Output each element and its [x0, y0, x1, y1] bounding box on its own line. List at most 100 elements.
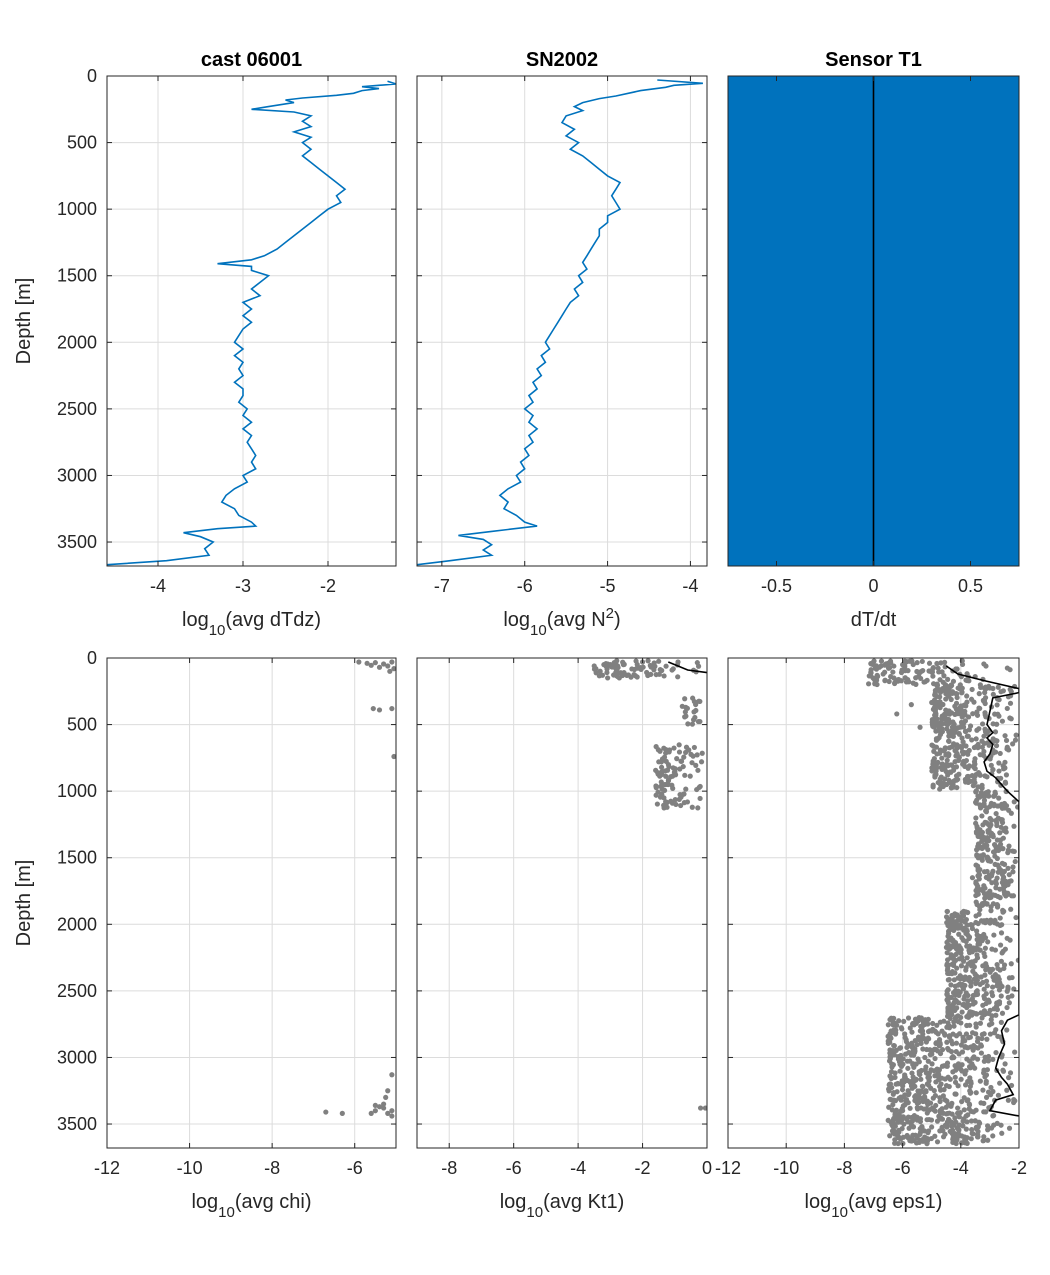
scatter-point [974, 977, 980, 983]
scatter-point [953, 920, 959, 926]
scatter-point [967, 1065, 973, 1071]
scatter-point [990, 691, 996, 698]
scatter-point [975, 855, 981, 861]
scatter-point [935, 1031, 941, 1037]
scatter-point [1011, 799, 1017, 805]
scatter-point [975, 784, 981, 790]
scatter-point [1003, 803, 1010, 809]
scatter-point [930, 1095, 936, 1101]
scatter-point [975, 863, 981, 869]
scatter-point [957, 981, 963, 987]
scatter-point [948, 784, 955, 790]
scatter-point [900, 662, 906, 668]
scatter-point [977, 794, 983, 800]
scatter-point [1002, 1061, 1008, 1067]
scatter-point [999, 1130, 1005, 1136]
scatter-point [984, 1036, 990, 1042]
scatter-point [1005, 847, 1012, 853]
scatter-point [1010, 741, 1016, 747]
scatter-point [905, 1015, 912, 1021]
scatter-point [933, 702, 940, 709]
scatter-point [993, 845, 1000, 851]
scatter-point [961, 1001, 967, 1008]
scatter-point [682, 772, 688, 778]
scatter-point [999, 1054, 1005, 1060]
scatter-point [1011, 986, 1017, 992]
scatter-point [964, 693, 970, 699]
scatter-point [873, 675, 879, 681]
median-line [945, 665, 1019, 1117]
scatter-point [998, 993, 1004, 999]
scatter-point [923, 1039, 929, 1045]
scatter-point [943, 707, 949, 713]
scatter-point [966, 1035, 972, 1041]
scatter-point [928, 1085, 934, 1091]
scatter-point [1001, 861, 1008, 867]
scatter-point [676, 796, 682, 803]
scatter-point [1000, 909, 1006, 915]
scatter-point [1004, 935, 1010, 941]
scatter-point [917, 1118, 924, 1125]
scatter-point [998, 1122, 1004, 1128]
scatter-point [978, 1043, 985, 1049]
scatter-point [891, 675, 897, 681]
scatter-point [975, 891, 981, 897]
scatter-point [970, 1131, 976, 1137]
scatter-point [940, 713, 946, 720]
scatter-point [892, 1111, 898, 1117]
scatter-point [890, 1091, 896, 1097]
scatter-point [913, 675, 919, 681]
scatter-point [985, 790, 991, 796]
scatter-point [958, 1076, 964, 1082]
scatter-point [964, 928, 970, 934]
scatter-point [1004, 988, 1010, 994]
scatter-point [389, 705, 395, 712]
scatter-point [977, 827, 983, 833]
scatter-point [891, 1043, 897, 1049]
scatter-point [937, 1050, 944, 1057]
scatter-point [670, 785, 676, 791]
scatter-point [655, 747, 661, 753]
plot-area [865, 658, 1019, 1147]
scatter-point [988, 817, 995, 823]
scatter-point [944, 726, 950, 732]
scatter-point [990, 984, 996, 990]
scatter-point [958, 1042, 964, 1048]
scatter-point [1011, 823, 1017, 829]
scatter-point [951, 1121, 957, 1127]
scatter-point [1015, 804, 1019, 810]
scatter-point [992, 711, 998, 717]
scatter-point [916, 1139, 922, 1146]
scatter-point [971, 1042, 977, 1049]
panel-top-middle: -7 -6 -5 -4 SN2002 log10(avg N2) [416, 49, 708, 639]
scatter-point [981, 995, 988, 1002]
scatter-point [1008, 961, 1014, 967]
scatter-point [659, 756, 666, 762]
plot-area [728, 76, 1019, 566]
scatter-point [604, 669, 610, 676]
scatter-point [963, 1126, 969, 1132]
scatter-point [891, 1115, 897, 1122]
y-tick-label: 2500 [57, 399, 97, 419]
scatter-point [656, 658, 662, 664]
scatter-point [981, 986, 987, 992]
x-tick-label: -6 [506, 1158, 522, 1178]
scatter-point [891, 663, 897, 669]
scatter-point [973, 736, 979, 742]
scatter-point [894, 1089, 900, 1095]
scatter-point [891, 1128, 897, 1134]
scatter-point [932, 690, 938, 696]
scatter-point [652, 663, 658, 669]
scatter-point [931, 748, 937, 754]
y-tick-label: 1500 [57, 266, 97, 286]
scatter-point [973, 799, 979, 805]
scatter-point [985, 1123, 991, 1129]
scatter-point [929, 742, 935, 748]
scatter-point [928, 1117, 935, 1123]
scatter-point [672, 797, 678, 803]
scatter-point [937, 728, 944, 734]
scatter-point [376, 664, 383, 670]
y-tick-label: 1000 [57, 781, 97, 801]
scatter-point [970, 1010, 977, 1016]
